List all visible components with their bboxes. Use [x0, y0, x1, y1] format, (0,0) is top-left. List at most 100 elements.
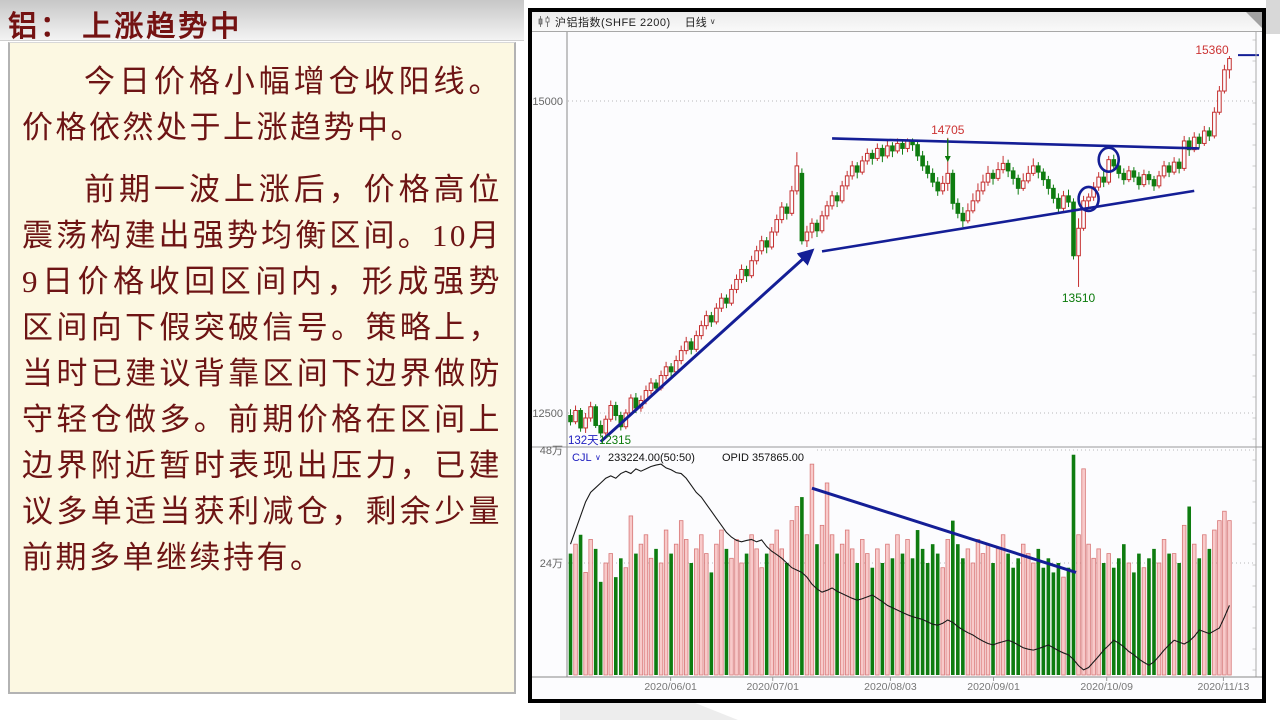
instrument-icon [538, 16, 551, 27]
volume-bar [719, 529, 724, 676]
volume-bar [930, 544, 935, 675]
volume-bar [1207, 548, 1212, 675]
volume-bar [975, 539, 981, 676]
volume-bar [694, 548, 699, 676]
candle-body [1227, 58, 1232, 71]
volume-bar [754, 548, 759, 676]
candle-body [759, 240, 764, 252]
volume-bar [699, 534, 704, 676]
volume-bar [880, 563, 885, 675]
volume-bar [1126, 562, 1132, 676]
volume-bar [744, 553, 749, 675]
candle-body [769, 231, 775, 248]
candle-body [1061, 195, 1066, 209]
candle-body [965, 210, 971, 222]
date-label: 2020/07/01 [746, 681, 799, 693]
candle-body [754, 250, 759, 262]
candle-body [880, 147, 885, 157]
volume-bar [729, 557, 734, 676]
volume-bar [1041, 567, 1046, 675]
candle-body [829, 195, 835, 207]
volume-bar [935, 553, 940, 675]
candle-body [980, 181, 986, 192]
candle-body [804, 231, 810, 242]
candle-body [975, 190, 981, 202]
indicator-selector[interactable]: CJL [572, 452, 592, 464]
window-low-label: 12315 [599, 435, 631, 447]
last-price-label: 15360 [1195, 43, 1229, 57]
volume-bar [583, 572, 588, 676]
volume-bar [1011, 567, 1015, 675]
volume-bar [1212, 529, 1217, 676]
resistance-trendline [832, 137, 1200, 150]
candle-body [1025, 172, 1031, 182]
volume-bar [940, 567, 945, 676]
candle-body [995, 169, 1001, 179]
volume-bar [819, 524, 825, 676]
candle-body [1071, 201, 1076, 257]
volume-bar [890, 558, 895, 675]
volume-bar [1051, 572, 1056, 675]
candle-body [824, 205, 830, 217]
volume-bar [961, 558, 965, 675]
candle-body [1056, 197, 1061, 209]
volume-bar [734, 539, 739, 676]
candle-body [1201, 130, 1207, 144]
date-label: 2020/09/01 [967, 681, 1020, 693]
date-label: 2020/08/03 [864, 681, 917, 693]
volume-bar [1021, 543, 1026, 676]
candle-body [628, 397, 634, 414]
candle-body [683, 341, 689, 352]
volume-bar [860, 539, 865, 676]
volume-bar [1132, 572, 1136, 675]
candle-body [588, 406, 593, 419]
volume-bar [724, 548, 729, 675]
candle-body [834, 195, 840, 202]
commentary-box: 今日价格小幅增仓收阳线。价格依然处于上涨趋势中。 前期一波上涨后，价格高位震荡构… [8, 42, 516, 694]
candle-body [1146, 174, 1152, 181]
volume-bar [648, 557, 654, 676]
volume-bar [865, 553, 870, 676]
volume-bar [603, 562, 608, 676]
volume-bar [1156, 562, 1162, 676]
volume-axis-label: 24万 [540, 558, 563, 570]
volume-bar [1076, 534, 1081, 676]
volume-bar [1071, 454, 1076, 675]
candle-body [1136, 176, 1142, 186]
candle-body [1076, 227, 1081, 257]
candle-body [673, 360, 679, 373]
candle-body [1005, 162, 1011, 172]
volume-bar [1056, 563, 1061, 675]
volume-bar [779, 548, 784, 676]
volume-bar [789, 520, 795, 676]
commentary-paragraph: 前期一波上涨后，价格高位震荡构建出强势均衡区间。10月9日价格收回区间内，形成强… [22, 172, 502, 575]
price-axis-label: 12500 [532, 408, 563, 420]
volume-bar [1111, 567, 1116, 675]
volume-bar [598, 581, 603, 675]
volume-bar [1086, 543, 1091, 676]
candle-body [794, 165, 800, 192]
commentary-paragraph: 今日价格小幅增仓收阳线。价格依然处于上涨趋势中。 [22, 64, 502, 145]
candle-body [1046, 179, 1051, 189]
candle-body [784, 206, 790, 214]
volume-bar [634, 553, 638, 675]
candle-body [698, 325, 704, 337]
period-selector[interactable]: 日线 ∨ [685, 14, 716, 30]
volume-bar [1026, 553, 1031, 676]
candle-body [950, 172, 956, 204]
candle-body [653, 382, 659, 389]
volume-bar [945, 539, 950, 676]
candle-body [839, 185, 845, 202]
volume-bar [663, 529, 669, 676]
chart-window: 沪铝指数(SHFE 2200) 日线 ∨ 14705 13510 15360 1500… [528, 8, 1266, 703]
volume-bar [1227, 520, 1232, 676]
candle-body [774, 219, 780, 233]
volume-bar [1000, 534, 1006, 676]
chevron-down-icon[interactable]: ∨ [595, 453, 601, 462]
volume-bar [573, 543, 578, 676]
volume-bar [1141, 567, 1147, 676]
candle-body [764, 240, 769, 248]
indicator-value: 233224.00(50:50) [608, 452, 695, 464]
volume-bar [824, 482, 830, 676]
volume-bar [588, 539, 593, 676]
